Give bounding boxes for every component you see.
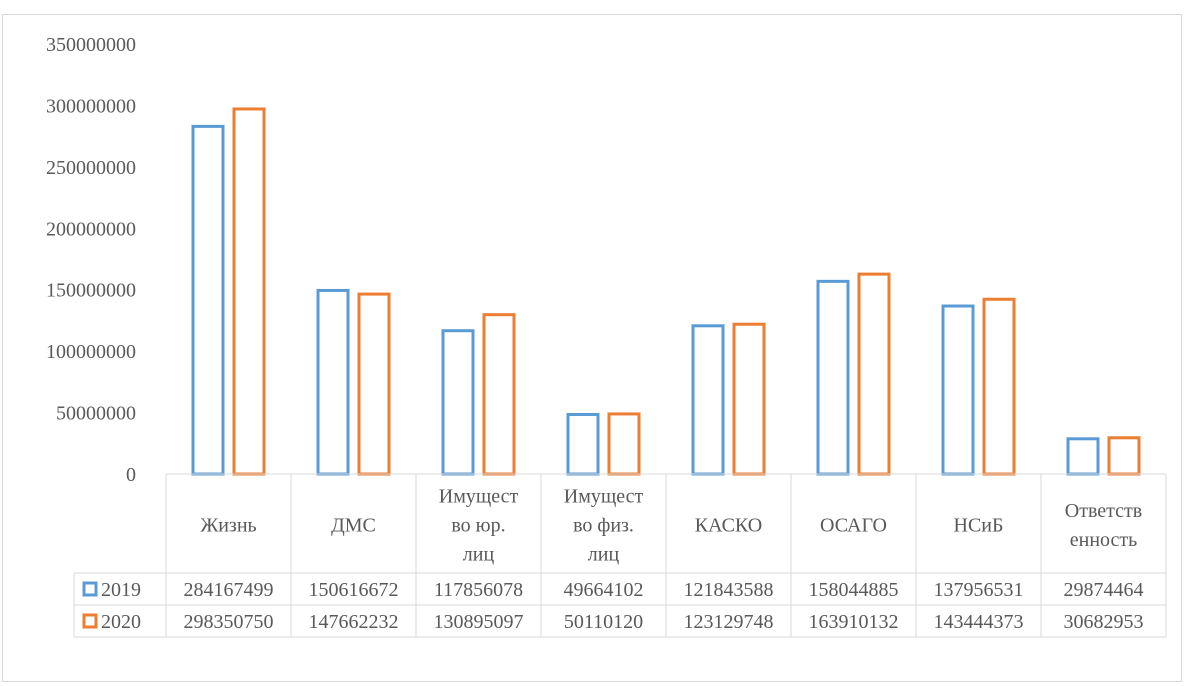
legend-label: 2020	[101, 611, 141, 633]
bar-2020-7	[1107, 436, 1141, 476]
bar-2020-6	[982, 297, 1016, 476]
bar-2020-5	[857, 272, 891, 476]
bar-2020-4	[732, 322, 766, 476]
data-table-value: 147662232	[309, 611, 399, 633]
category-label-line: во юр.	[451, 515, 505, 537]
data-table-value: 158044885	[809, 579, 899, 601]
category-label-line: ДМС	[331, 515, 376, 537]
category-label-line: ОСАГО	[820, 515, 887, 537]
data-table-value: 123129748	[684, 611, 774, 633]
bar-2020-3	[607, 412, 641, 476]
y-tick-label: 300000000	[46, 95, 136, 117]
category-label-line: Ответств	[1065, 500, 1142, 522]
category-label: ДМС	[331, 515, 376, 537]
y-tick-label: 250000000	[46, 157, 136, 179]
data-table-value: 29874464	[1064, 579, 1144, 601]
bar-2019-6	[941, 304, 975, 476]
bar-2019-2	[441, 329, 475, 476]
data-table-value: 137956531	[934, 579, 1024, 601]
category-label-line: во физ.	[573, 515, 634, 537]
y-tick-label: 150000000	[46, 280, 136, 302]
bar-2020-1	[357, 292, 391, 476]
bar-2020-2	[482, 313, 516, 476]
bar-2019-7	[1066, 437, 1100, 476]
data-table-value: 298350750	[184, 611, 274, 633]
data-table-value: 143444373	[934, 611, 1024, 633]
chart-frame	[2, 14, 1182, 682]
category-label: НСиБ	[954, 515, 1004, 537]
bar-2019-0	[191, 124, 225, 476]
bar-2019-3	[566, 412, 600, 476]
bar-2019-5	[816, 279, 850, 476]
category-label-line: Имущест	[564, 486, 644, 508]
category-label-line: енность	[1070, 529, 1138, 551]
bar-2019-4	[691, 324, 725, 476]
data-table-value: 163910132	[809, 611, 899, 633]
data-table-value: 130895097	[434, 611, 524, 633]
bar-2020-0	[232, 107, 266, 476]
data-table-value: 50110120	[564, 611, 643, 633]
y-tick-label: 0	[126, 464, 136, 486]
category-label: Имущест во физ. лиц	[564, 486, 644, 566]
y-tick-label: 350000000	[46, 34, 136, 56]
category-label-line: НСиБ	[954, 515, 1004, 537]
category-label-line: лиц	[463, 544, 495, 566]
y-tick-label: 100000000	[46, 341, 136, 363]
legend-label: 2019	[101, 579, 141, 601]
y-tick-label: 200000000	[46, 218, 136, 240]
data-table-value: 150616672	[309, 579, 399, 601]
category-label-line: Жизнь	[200, 515, 256, 537]
category-label: ОСАГО	[820, 515, 887, 537]
category-label-line: лиц	[588, 544, 620, 566]
category-label-line: КАСКО	[695, 515, 762, 537]
category-label: КАСКО	[695, 515, 762, 537]
legend-key-2019	[82, 581, 98, 597]
bar-2019-1	[316, 288, 350, 476]
category-label-line: Имущест	[439, 486, 519, 508]
category-label: Имущест во юр. лиц	[439, 486, 519, 566]
data-table-value: 49664102	[564, 579, 644, 601]
category-label: Ответств енность	[1065, 500, 1142, 551]
data-table-value: 30682953	[1064, 611, 1144, 633]
data-table-value: 284167499	[184, 579, 274, 601]
data-table-value: 121843588	[684, 579, 774, 601]
y-tick-label: 50000000	[56, 403, 136, 425]
category-label: Жизнь	[200, 515, 256, 537]
data-table-value: 117856078	[434, 579, 523, 601]
legend-key-2020	[82, 613, 98, 629]
